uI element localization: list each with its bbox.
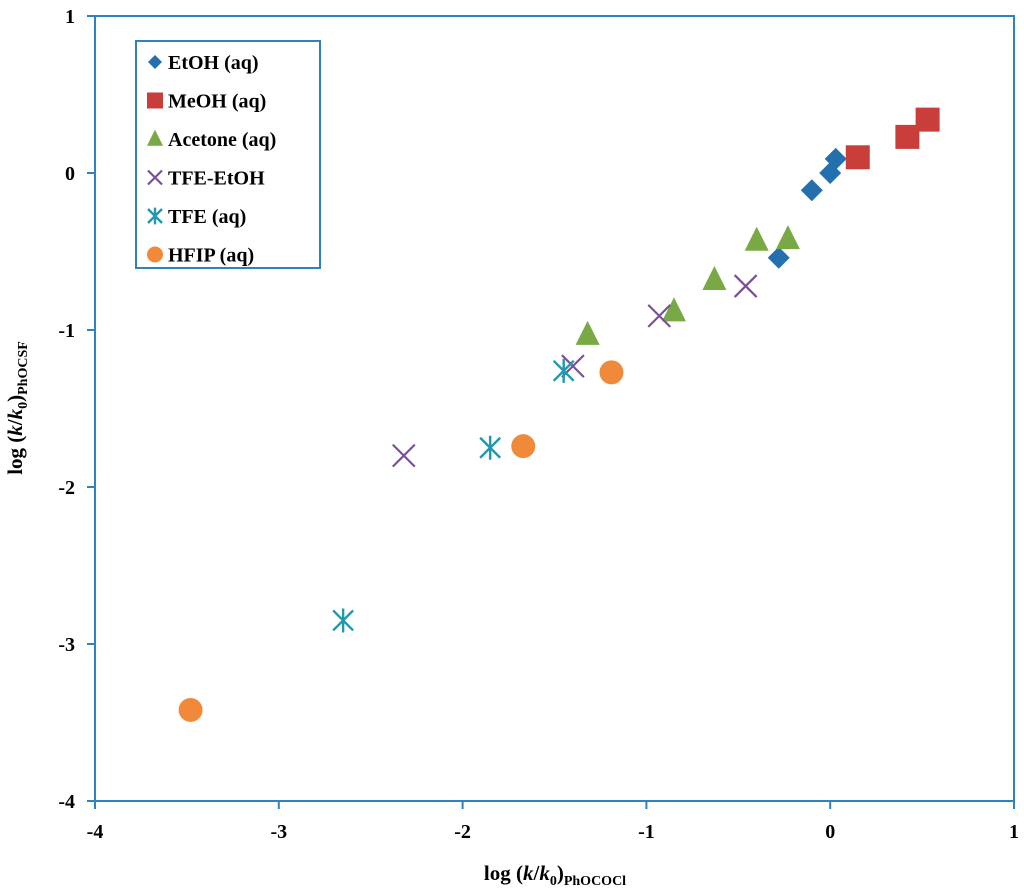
- x-axis-title-prefix: log (: [484, 861, 523, 885]
- y-axis-title-slash: /: [3, 418, 27, 426]
- legend-label-acetone-aq: Acetone (aq): [168, 129, 276, 151]
- y-tick-label: 1: [65, 6, 75, 28]
- data-point-tfe-aq: [332, 608, 354, 633]
- data-point-acetone-aq: [575, 320, 600, 345]
- y-tick-label: -2: [58, 477, 75, 499]
- x-axis-title-k: k: [523, 861, 534, 885]
- y-axis-title: log (k/k0)PhOCSF: [3, 341, 31, 475]
- plot-area-frame: [94, 15, 1015, 802]
- data-point-hfip-aq: [511, 434, 536, 459]
- y-axis-title-close: ): [3, 395, 27, 402]
- legend-label-etoh-aq: EtOH (aq): [168, 52, 259, 74]
- data-point-hfip-aq: [599, 360, 624, 385]
- legend-label-meoh-aq: MeOH (aq): [168, 91, 266, 113]
- x-tick-label: 0: [825, 821, 835, 843]
- data-point-etoh-aq: [819, 162, 842, 184]
- legend-marker-acetone-aq: [147, 129, 163, 146]
- data-point-acetone-aq: [744, 226, 769, 251]
- data-point-meoh-aq: [915, 107, 940, 132]
- data-point-etoh-aq: [767, 246, 790, 269]
- x-axis-title-close: ): [557, 861, 564, 885]
- x-axis-title: log (k/k0)PhOCOCl: [484, 861, 626, 889]
- legend-marker-etoh-aq: [148, 55, 162, 69]
- legend-label-tfe-aq: TFE (aq): [168, 206, 246, 228]
- legend-marker-meoh-aq: [147, 92, 163, 109]
- x-tick-label: -2: [454, 821, 471, 843]
- x-axis-title-slash: /: [533, 861, 541, 885]
- data-point-acetone-aq: [702, 265, 727, 290]
- legend-label-tfe-etoh: TFE-EtOH: [168, 168, 265, 190]
- y-axis-title-k: k: [3, 425, 27, 436]
- legend-marker-tfe-aq: [147, 207, 163, 225]
- x-tick-label: -3: [270, 821, 287, 843]
- data-point-meoh-aq: [895, 124, 920, 149]
- y-axis-title-zero: 0: [16, 402, 31, 409]
- data-point-hfip-aq: [178, 697, 203, 722]
- x-axis-ticks: -4 -3 -2 -1 0 1: [87, 801, 1019, 843]
- x-tick-label: 1: [1009, 821, 1019, 843]
- legend-box: [135, 40, 321, 269]
- x-axis-title-k0: k: [539, 861, 550, 885]
- x-tick-label: -1: [638, 821, 655, 843]
- data-point-acetone-aq: [775, 225, 800, 250]
- y-tick-label: 0: [65, 163, 75, 185]
- data-points: [178, 107, 940, 722]
- data-point-tfe-aq: [479, 435, 502, 460]
- legend-marker-hfip-aq: [147, 246, 163, 263]
- legend: EtOH (aq) MeOH (aq) Acetone (aq) TFE-EtOH TF…: [135, 40, 321, 269]
- y-tick-label: -4: [58, 791, 75, 813]
- x-axis-title-zero: 0: [550, 874, 557, 889]
- y-axis-title-sub: PhOCSF: [16, 341, 31, 395]
- data-point-acetone-aq: [661, 297, 686, 322]
- legend-label-hfip-aq: HFIP (aq): [168, 245, 254, 267]
- x-axis-title-sub: PhOCOCl: [564, 874, 626, 889]
- legend-marker-tfe-etoh: [147, 169, 163, 186]
- y-tick-label: -3: [58, 634, 75, 656]
- data-point-tfe-etoh: [392, 443, 416, 468]
- data-point-tfe-aq: [552, 358, 575, 383]
- y-axis-title-k0: k: [3, 408, 27, 419]
- data-point-tfe-etoh: [647, 304, 672, 328]
- data-point-tfe-etoh: [733, 274, 758, 298]
- y-axis-ticks: -4 -3 -2 -1 0 1: [58, 6, 95, 813]
- data-point-meoh-aq: [845, 145, 870, 170]
- y-tick-label: -1: [58, 320, 75, 342]
- data-point-etoh-aq: [800, 179, 823, 202]
- y-axis-title-prefix: log (: [3, 436, 27, 475]
- x-tick-label: -4: [87, 821, 104, 843]
